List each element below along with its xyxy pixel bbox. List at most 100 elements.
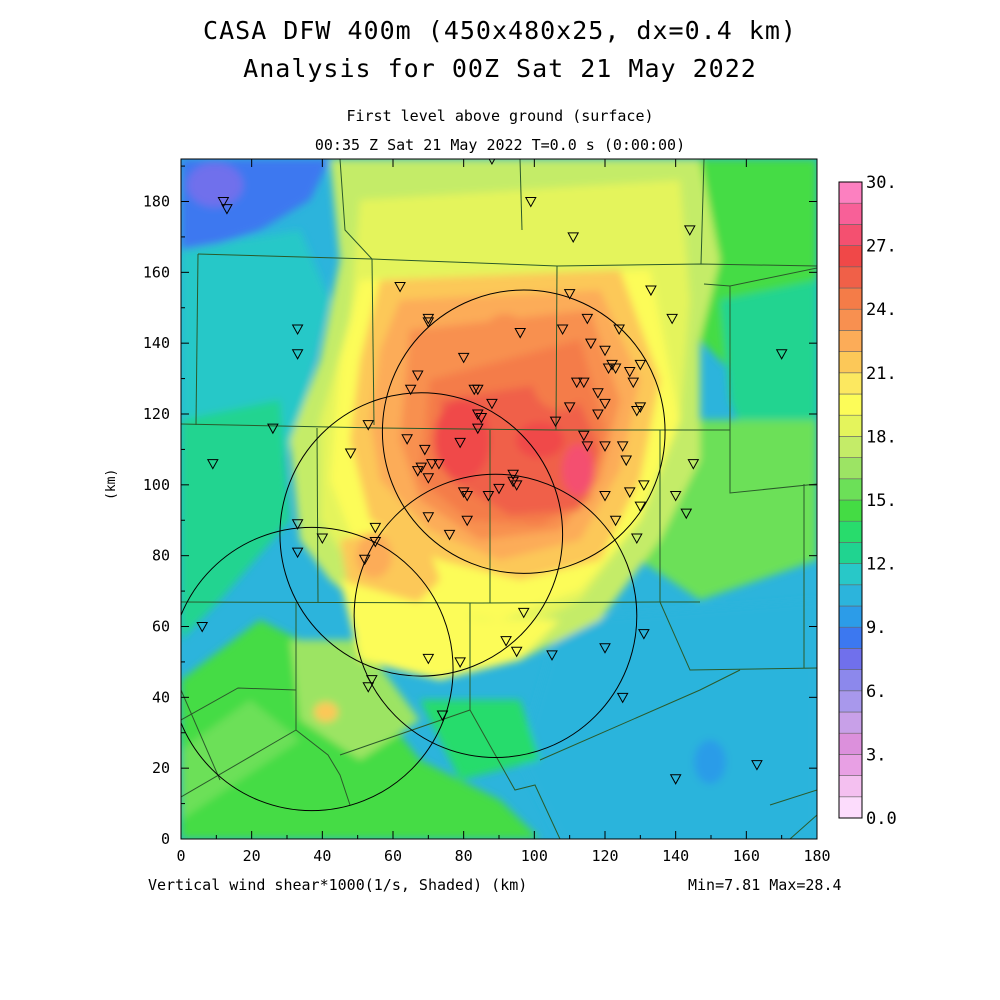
colorbar-label: 30. xyxy=(866,173,897,193)
station-marker xyxy=(680,508,693,520)
level-label: First level above ground (surface) xyxy=(346,107,654,125)
colorbar-swatch xyxy=(838,308,863,331)
station-marker xyxy=(411,370,424,382)
time-label: 00:35 Z Sat 21 May 2022 T=0.0 s (0:00:00… xyxy=(314,136,686,154)
y-tick-label: 80 xyxy=(152,547,170,565)
station-marker xyxy=(316,533,329,544)
station-marker xyxy=(482,490,495,502)
colorbar-swatch xyxy=(838,754,863,776)
colorbar-label: 9. xyxy=(866,618,886,638)
station-marker xyxy=(563,402,576,413)
station-marker xyxy=(291,547,304,559)
station-marker xyxy=(577,377,590,389)
colorbar-swatch xyxy=(838,351,863,374)
x-tick-label: 100 xyxy=(521,847,548,865)
y-tick-label: 180 xyxy=(143,193,170,211)
colorbar-swatch xyxy=(838,690,863,713)
x-tick-label: 180 xyxy=(803,847,830,865)
colorbar-swatch xyxy=(838,181,863,204)
station-marker xyxy=(616,441,629,452)
station-marker xyxy=(616,692,629,704)
station-marker xyxy=(592,409,604,421)
station-marker xyxy=(599,345,611,357)
colorbar-label: 18. xyxy=(866,427,897,447)
y-tick-label: 20 xyxy=(152,759,170,777)
station-marker xyxy=(401,434,413,445)
x-tick-label: 40 xyxy=(313,847,331,865)
station-marker xyxy=(599,398,611,410)
station-marker xyxy=(609,515,622,527)
station-marker xyxy=(549,416,562,428)
station-marker xyxy=(291,519,304,530)
station-marker xyxy=(638,629,650,640)
y-tick-label: 100 xyxy=(143,476,170,494)
station-marker xyxy=(422,313,435,325)
station-marker xyxy=(394,282,406,293)
station-marker xyxy=(669,774,682,785)
colorbar-swatch xyxy=(838,542,863,564)
station-marker xyxy=(630,405,643,417)
colorbar-swatch xyxy=(838,563,863,586)
station-marker xyxy=(418,444,431,456)
station-marker xyxy=(422,653,435,665)
station-marker xyxy=(433,459,445,470)
station-marker xyxy=(623,487,636,498)
station-marker xyxy=(634,402,647,413)
colorbar-swatch xyxy=(838,669,863,692)
station-marker xyxy=(221,204,233,215)
colorbar-label: 0.0 xyxy=(866,809,897,829)
station-marker xyxy=(620,455,633,467)
x-tick-label: 0 xyxy=(176,847,185,865)
station-marker xyxy=(613,324,625,336)
plot-subtitle-analysis: Analysis for 00Z Sat 21 May 2022 xyxy=(243,54,757,83)
station-marker xyxy=(507,469,519,481)
y-tick-label: 160 xyxy=(143,263,170,281)
station-marker xyxy=(493,483,505,495)
colorbar-swatch xyxy=(838,605,863,628)
radar-ring-1 xyxy=(279,392,564,677)
y-tick-label: 40 xyxy=(152,688,170,706)
station-marker xyxy=(510,480,523,491)
x-tick-label: 160 xyxy=(733,847,760,865)
station-marker xyxy=(461,490,474,502)
colorbar-swatch xyxy=(838,393,863,416)
station-marker xyxy=(426,459,438,470)
station-marker xyxy=(365,675,378,686)
y-tick-label: 0 xyxy=(161,830,170,848)
colorbar-swatch xyxy=(838,436,863,458)
x-tick-label: 120 xyxy=(591,847,618,865)
x-tick-label: 80 xyxy=(455,847,473,865)
colorbar-swatch xyxy=(838,266,863,289)
station-marker xyxy=(443,529,456,541)
station-marker xyxy=(585,338,597,350)
station-marker xyxy=(570,377,583,389)
station-marker xyxy=(683,225,696,236)
colorbar-label: 15. xyxy=(866,491,897,511)
station-marker xyxy=(630,533,643,544)
field-description: Vertical wind shear*1000(1/s, Shaded) (k… xyxy=(148,876,528,894)
y-tick-label: 60 xyxy=(152,618,170,636)
station-marker xyxy=(436,710,449,722)
radar-ring-2 xyxy=(181,526,454,812)
plot-title: CASA DFW 400m (450x480x25, dx=0.4 km) xyxy=(203,16,797,45)
colorbar-swatch xyxy=(838,626,863,649)
station-marker xyxy=(500,636,512,647)
colorbar-swatch xyxy=(838,499,863,522)
station-marker xyxy=(517,607,530,619)
station-marker xyxy=(206,459,219,470)
station-marker xyxy=(267,423,279,435)
station-marker xyxy=(687,459,700,470)
radar-ring-0 xyxy=(381,289,666,574)
colorbar-label: 3. xyxy=(866,745,886,765)
station-marker xyxy=(457,352,470,364)
station-marker xyxy=(291,324,304,336)
colorbar-label: 21. xyxy=(866,364,897,384)
station-marker xyxy=(524,197,537,208)
station-marker xyxy=(457,487,470,498)
axes: 0 20 40 60 80 100 120 140 160 180 0 20 40 60 80 100 120 1… xyxy=(143,159,831,865)
station-marker xyxy=(358,554,371,566)
x-tick-label: 140 xyxy=(662,847,689,865)
colorbar-label: 12. xyxy=(866,555,897,575)
station-marker xyxy=(751,760,763,771)
